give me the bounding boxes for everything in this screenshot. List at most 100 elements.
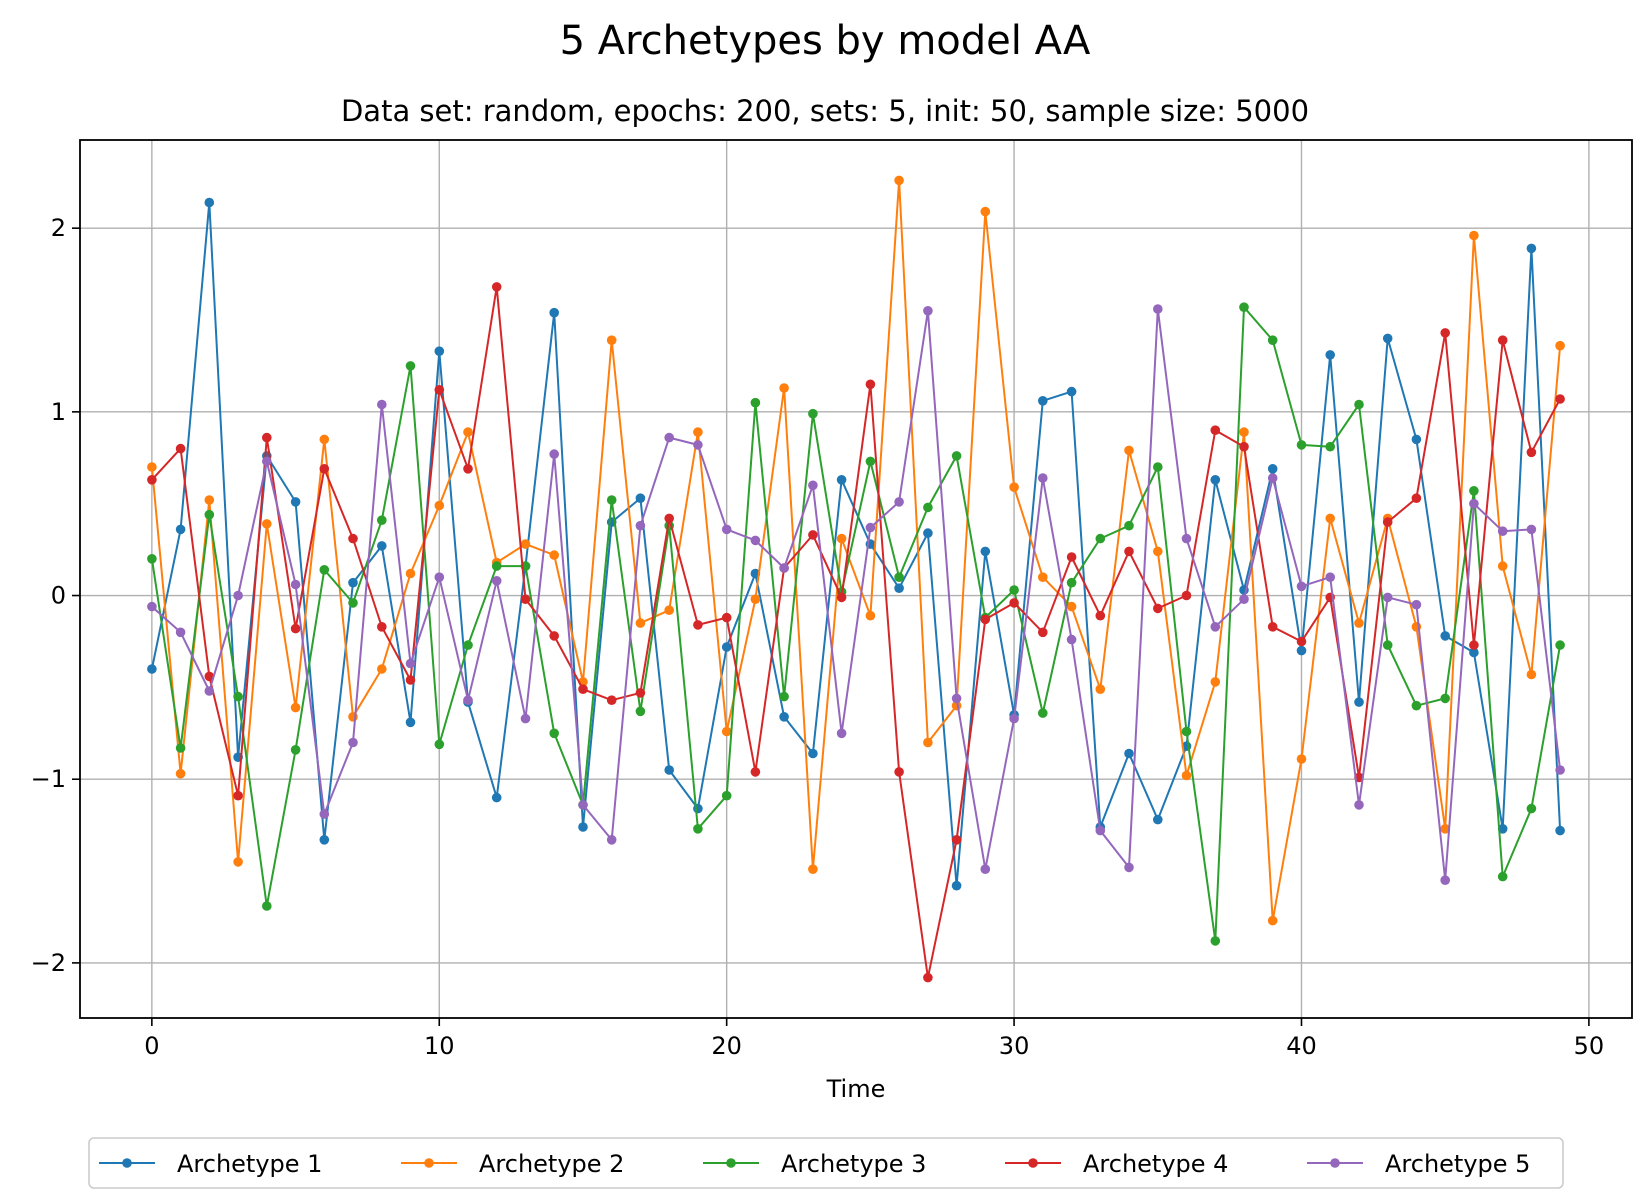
- data-point: [664, 765, 674, 775]
- data-point: [1555, 340, 1565, 351]
- data-point: [377, 664, 387, 674]
- data-point: [204, 197, 215, 208]
- data-point: [1153, 603, 1163, 614]
- data-point: [635, 520, 646, 531]
- data-point: [405, 361, 416, 371]
- data-point: [635, 493, 646, 504]
- data-point: [520, 594, 531, 604]
- data-point: [865, 379, 876, 390]
- data-point: [923, 737, 933, 748]
- data-point: [233, 691, 243, 702]
- data-point: [1124, 445, 1134, 456]
- data-point: [1440, 875, 1450, 885]
- data-point: [1038, 396, 1048, 406]
- data-point: [693, 620, 703, 630]
- data-point: [290, 579, 301, 590]
- data-point: [348, 598, 358, 608]
- data-point: [1267, 915, 1278, 926]
- data-point: [204, 671, 215, 682]
- data-point: [348, 737, 358, 748]
- series-line: [150, 201, 1562, 887]
- data-point: [1469, 640, 1479, 650]
- data-point: [1066, 552, 1077, 562]
- data-point: [664, 605, 674, 615]
- data-point: [750, 397, 761, 408]
- data-point: [463, 427, 473, 437]
- data-point: [405, 658, 416, 669]
- data-point: [175, 524, 186, 535]
- data-point: [233, 857, 243, 867]
- data-point: [233, 790, 243, 801]
- chart-subtitle: Data set: random, epochs: 200, sets: 5, …: [341, 94, 1309, 128]
- data-point: [204, 509, 215, 520]
- grid-lines: [80, 140, 1632, 1018]
- data-point: [693, 440, 703, 450]
- data-point: [549, 728, 559, 739]
- data-point: [1469, 230, 1479, 241]
- legend-item: Archetype 3: [703, 1150, 926, 1178]
- data-point: [894, 572, 904, 582]
- data-point: [951, 880, 962, 891]
- data-point: [721, 612, 732, 623]
- data-point: [549, 307, 559, 318]
- data-point: [434, 739, 445, 750]
- series-archetype-5: [147, 304, 1565, 885]
- data-point: [434, 346, 445, 357]
- data-point: [1066, 386, 1077, 397]
- y-tick-label: −1: [31, 765, 66, 793]
- legend: Archetype 1 Archetype 2 Archetype 3 Archety…: [88, 1137, 1564, 1189]
- data-point: [1497, 335, 1508, 346]
- data-point: [894, 175, 904, 186]
- data-point: [1440, 693, 1450, 704]
- data-point: [980, 206, 991, 217]
- data-point: [606, 695, 617, 705]
- data-point: [1526, 803, 1537, 814]
- data-point: [836, 533, 847, 544]
- data-point: [606, 495, 617, 505]
- data-point: [1325, 513, 1335, 524]
- data-point: [721, 524, 732, 535]
- data-point: [635, 688, 646, 698]
- data-point: [865, 522, 876, 533]
- data-point: [606, 835, 617, 845]
- data-point: [664, 432, 674, 443]
- data-point: [405, 675, 416, 685]
- legend-item: Archetype 4: [1005, 1150, 1228, 1178]
- data-point: [233, 590, 243, 601]
- data-point: [1038, 473, 1048, 483]
- x-tick-label: 40: [1286, 1032, 1317, 1060]
- data-point: [1526, 243, 1537, 254]
- data-point: [1181, 533, 1192, 544]
- data-point: [1296, 754, 1307, 764]
- legend-item: Archetype 5: [1307, 1150, 1530, 1178]
- data-point: [1181, 770, 1192, 781]
- data-point: [1267, 622, 1278, 632]
- data-point: [980, 864, 991, 874]
- data-point: [1095, 533, 1106, 544]
- x-axis-label: Time: [826, 1075, 886, 1103]
- data-point: [1210, 622, 1221, 632]
- data-point: [1382, 640, 1393, 650]
- data-point: [635, 618, 646, 628]
- data-point: [377, 515, 387, 525]
- data-point: [578, 800, 588, 810]
- data-point: [1325, 441, 1335, 452]
- data-point: [377, 541, 387, 551]
- data-point: [147, 462, 157, 472]
- data-point: [1153, 462, 1163, 472]
- legend-label: Archetype 4: [1083, 1150, 1228, 1178]
- data-point: [1440, 824, 1450, 834]
- data-point: [750, 594, 761, 604]
- data-point: [980, 614, 991, 625]
- data-point: [463, 695, 473, 705]
- data-point: [549, 550, 559, 560]
- data-point: [1469, 486, 1479, 496]
- y-tick-label: 1: [51, 398, 66, 426]
- data-point: [1095, 825, 1106, 836]
- data-point: [1066, 634, 1077, 645]
- data-point: [175, 443, 186, 454]
- data-point: [1469, 647, 1479, 658]
- data-point: [721, 790, 732, 801]
- data-point: [147, 664, 157, 674]
- data-point: [262, 519, 272, 529]
